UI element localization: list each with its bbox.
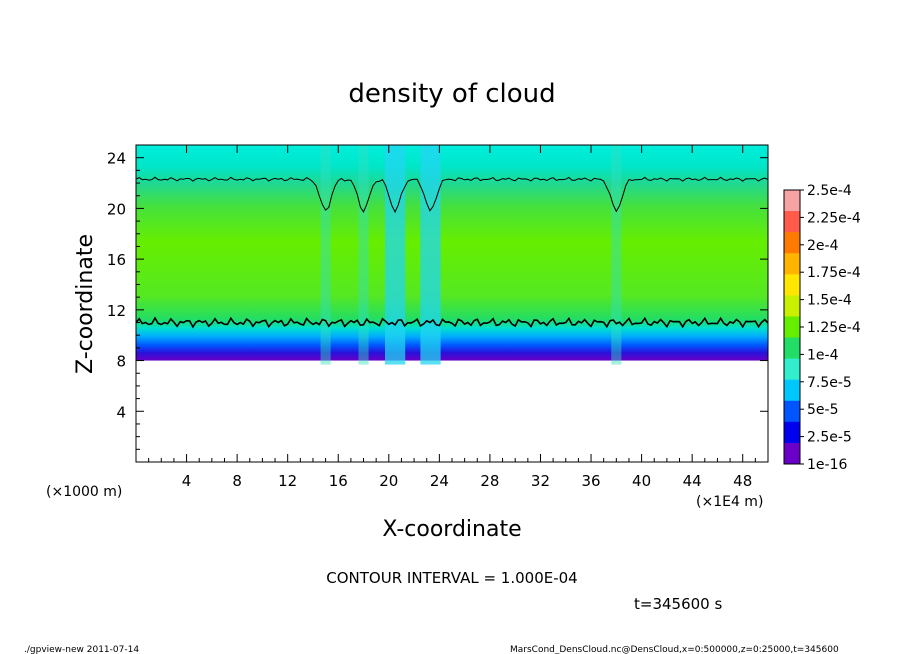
x-tick-label: 44 [683,472,702,490]
colorbar-swatch [784,274,800,296]
colorbar-label: 1.5e-4 [807,293,852,309]
plume-column [420,145,441,365]
plume-column [385,145,406,365]
x-tick-label: 48 [733,472,752,490]
footer-right: MarsCond_DensCloud.nc@DensCloud,x=0:5000… [510,645,839,654]
y-axis: 4 8 12 16 20 24 [107,150,768,450]
contour-upper [136,176,768,214]
colorbar: 2.5e-4 2.25e-4 2e-4 1.75e-4 1.5e-4 1.25e-4 1e-… [783,183,861,473]
y-unit-label: (×1000 m) [46,484,122,500]
colorbar-label: 1e-16 [807,457,847,473]
x-tick-label: 16 [329,472,348,490]
plume-column [358,145,369,365]
x-tick-label: 40 [632,472,651,490]
x-axis: 4 8 12 16 20 24 28 32 36 40 44 48 [148,145,756,490]
colorbar-swatch [784,421,800,444]
plot-area [136,145,768,365]
contour-lower [136,316,768,329]
colorbar-label: 5e-5 [807,402,838,418]
colorbar-label: 2.25e-4 [807,210,861,226]
colorbar-label: 2.5e-5 [807,430,852,446]
colorbar-swatch [784,295,800,317]
x-tick-label: 12 [278,472,297,490]
plume-column [611,145,622,365]
x-tick-label: 24 [430,472,449,490]
contour-interval-text: CONTOUR INTERVAL = 1.000E-04 [326,569,577,587]
plume-column [320,145,331,365]
colorbar-label: 1.25e-4 [807,320,861,336]
colorbar-label: 2.5e-4 [807,183,852,199]
colorbar-swatch [784,232,800,254]
cloud-field [136,145,768,361]
y-axis-label: Z-coordinate [73,234,98,374]
chart-title: density of cloud [348,79,555,109]
colorbar-swatch [784,442,800,465]
y-tick-label: 24 [107,150,126,168]
colorbar-label: 1.75e-4 [807,265,861,281]
y-tick-label: 16 [107,251,126,269]
x-tick-label: 4 [182,472,192,490]
x-tick-label: 32 [531,472,550,490]
colorbar-swatch [784,358,800,381]
x-tick-label: 28 [480,472,499,490]
x-tick-label: 36 [581,472,600,490]
colorbar-swatch [784,253,800,275]
x-tick-label: 8 [232,472,242,490]
x-axis-label: X-coordinate [382,517,521,542]
colorbar-swatch [784,379,800,402]
x-tick-label: 20 [379,472,398,490]
y-tick-label: 4 [116,403,126,421]
y-tick-label: 8 [116,353,126,371]
colorbar-swatch [784,316,800,339]
colorbar-swatch [784,337,800,360]
footer-left: ./gpview-new 2011-07-14 [24,645,139,654]
y-tick-label: 12 [107,302,126,320]
y-tick-label: 20 [107,200,126,218]
colorbar-label: 7.5e-5 [807,375,852,391]
colorbar-label: 2e-4 [807,238,839,254]
x-unit-label: (×1E4 m) [696,494,763,510]
colorbar-swatch [784,190,800,212]
time-label: t=345600 s [634,595,722,613]
colorbar-swatch [784,400,800,423]
colorbar-label: 1e-4 [807,347,839,363]
colorbar-swatch [784,211,800,233]
